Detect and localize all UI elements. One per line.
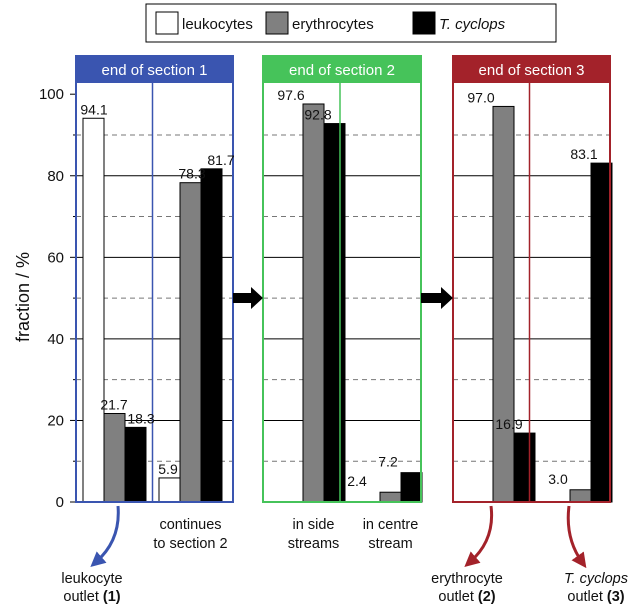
y-tick-label: 80 xyxy=(47,168,64,185)
category-label: in side xyxy=(293,517,335,533)
bar-t-cyclops xyxy=(323,123,346,503)
y-tick-label: 0 xyxy=(56,494,64,511)
panel-header xyxy=(453,56,610,83)
bar-t-cyclops xyxy=(200,168,223,503)
value-label: 21.7 xyxy=(100,397,127,413)
legend-swatch xyxy=(265,11,289,35)
bar-erythrocytes xyxy=(302,103,325,503)
bar-leukocytes xyxy=(158,477,181,503)
bar-t-cyclops xyxy=(513,432,536,503)
panel-header xyxy=(76,56,233,83)
legend-label: T. cyclops xyxy=(439,16,506,33)
outlet-label: T. cyclops xyxy=(564,571,628,587)
value-label: 18.3 xyxy=(127,410,154,426)
y-axis-label: fraction / % xyxy=(13,252,33,342)
legend-swatch xyxy=(155,11,179,35)
bar-t-cyclops xyxy=(590,162,613,503)
panel-title: end of section 2 xyxy=(289,62,395,79)
value-label: 94.1 xyxy=(80,101,107,117)
value-label: 3.0 xyxy=(548,471,568,487)
value-label: 78.3 xyxy=(178,166,205,182)
bar-erythrocytes xyxy=(179,182,202,503)
bar-leukocytes xyxy=(82,117,105,503)
flow-arrow xyxy=(421,287,453,309)
outlet-label: outlet (3) xyxy=(567,589,624,604)
category-label: stream xyxy=(368,536,412,552)
bar-t-cyclops xyxy=(124,426,147,503)
value-label: 97.6 xyxy=(277,87,304,103)
y-tick-label: 20 xyxy=(47,412,64,429)
outlet-arrow xyxy=(464,505,494,567)
outlet-label: outlet (1) xyxy=(63,589,120,604)
outlet-label: outlet (2) xyxy=(438,589,495,604)
y-tick-label: 40 xyxy=(47,331,64,348)
legend-swatch xyxy=(412,11,436,35)
outlet-arrow xyxy=(90,505,120,567)
category-label: continues xyxy=(159,517,221,533)
y-tick-label: 100 xyxy=(39,86,64,103)
value-label: 97.0 xyxy=(467,89,494,105)
bar-erythrocytes xyxy=(103,413,126,503)
bar-t-cyclops xyxy=(400,472,423,503)
bar-erythrocytes xyxy=(379,491,402,503)
value-label: 2.4 xyxy=(347,473,367,489)
value-label: 83.1 xyxy=(570,146,597,162)
panel-title: end of section 1 xyxy=(102,62,208,79)
value-label: 16.9 xyxy=(495,416,522,432)
flow-arrow xyxy=(233,287,263,309)
category-label: streams xyxy=(288,536,340,552)
legend-label: leukocytes xyxy=(182,16,253,33)
category-label: to section 2 xyxy=(153,536,227,552)
value-label: 92.8 xyxy=(304,107,331,123)
y-tick-label: 60 xyxy=(47,249,64,266)
bar-erythrocytes xyxy=(569,489,592,503)
outlet-label: leukocyte xyxy=(61,571,122,587)
panel-title: end of section 3 xyxy=(479,62,585,79)
category-label: in centre xyxy=(363,517,419,533)
outlet-label: erythrocyte xyxy=(431,571,503,587)
legend-box xyxy=(145,3,557,43)
value-label: 7.2 xyxy=(378,454,398,470)
value-label: 5.9 xyxy=(158,461,178,477)
bar-erythrocytes xyxy=(492,105,515,503)
value-label: 81.7 xyxy=(207,152,234,168)
panel-header xyxy=(263,56,421,83)
outlet-arrow xyxy=(566,505,587,569)
legend-label: erythrocytes xyxy=(292,16,374,33)
